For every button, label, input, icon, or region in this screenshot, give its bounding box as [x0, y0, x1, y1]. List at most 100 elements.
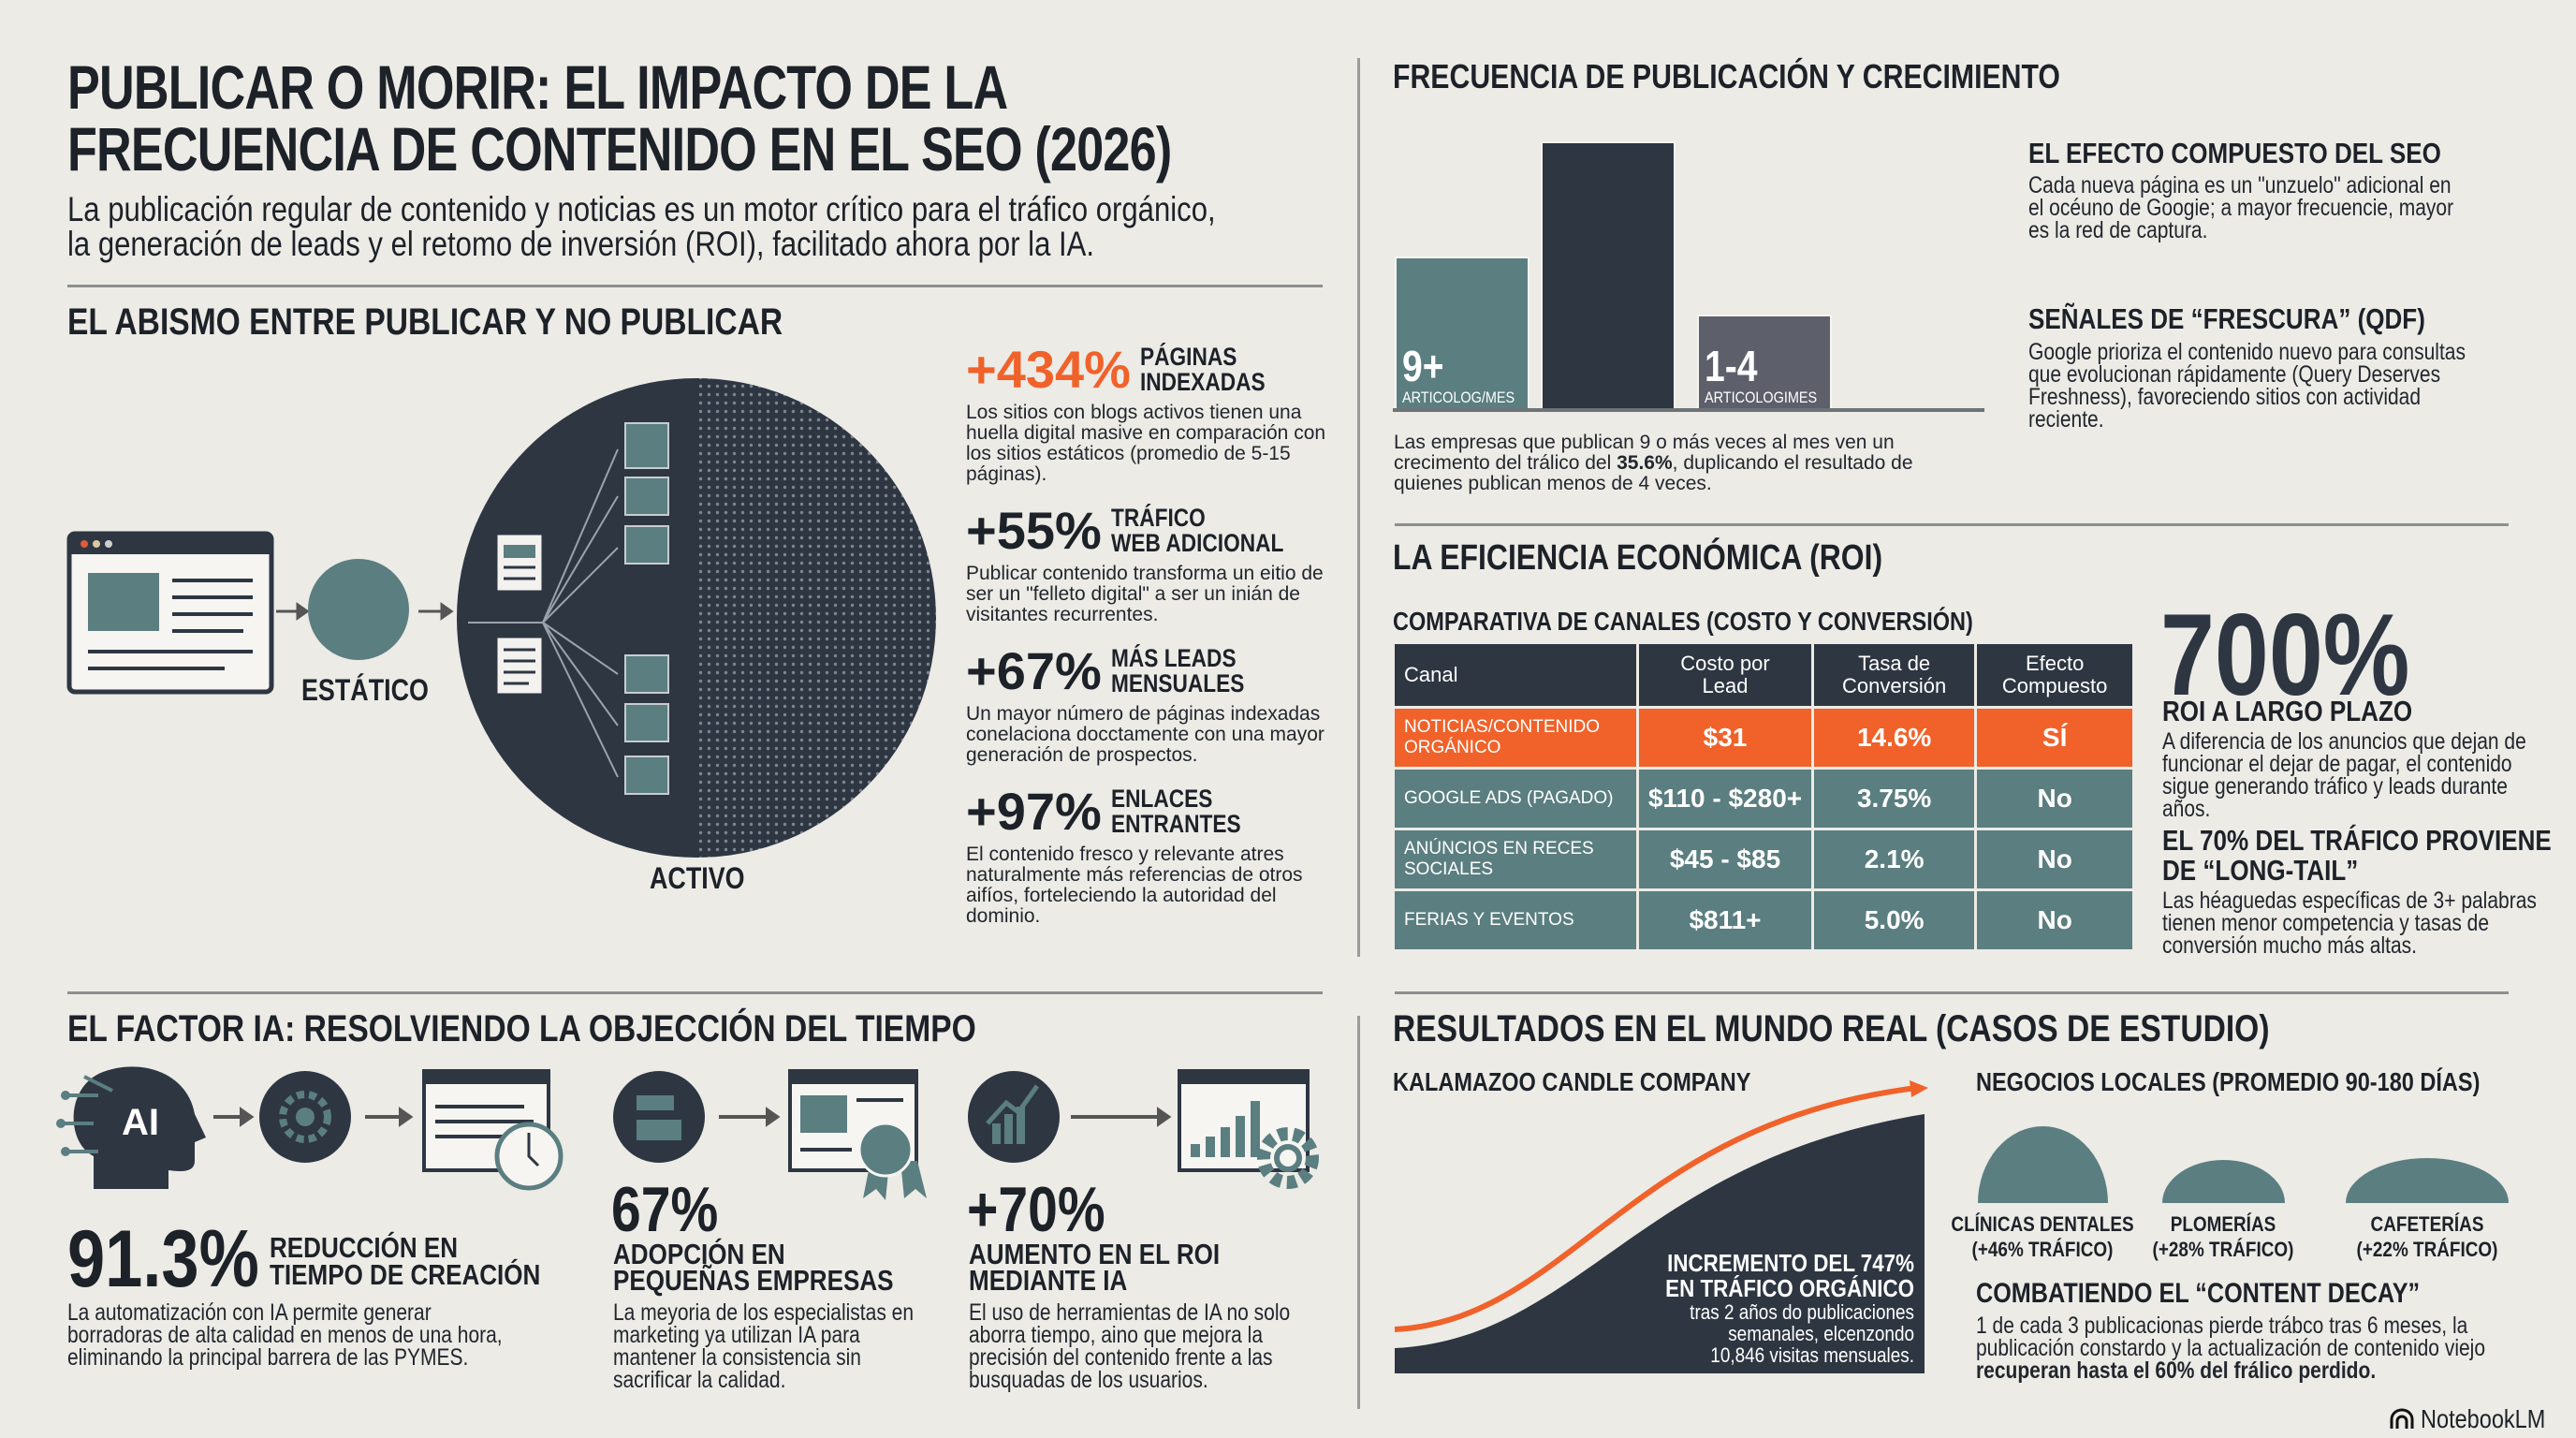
page-title-line1: PUBLICAR O MORIR: EL IMPACTO DE LA — [67, 52, 1008, 122]
arrow-icon — [719, 1107, 781, 1127]
clock-icon — [494, 1122, 564, 1191]
static-browser-icon — [66, 531, 274, 695]
table-cell: FERIAS Y EVENTOS — [1395, 891, 1636, 949]
table-header-row: Canal Costo por Lead Tasa de Conversión … — [1395, 644, 2132, 706]
traffic-dome — [2346, 1158, 2509, 1203]
brand-name: NotebookLM — [2421, 1404, 2546, 1433]
stat-value: +70% — [967, 1174, 1105, 1245]
frequency-bar: 9+ ARTICOLOG/MES — [1395, 257, 1530, 408]
section-heading-casos: RESULTADOS EN EL MUNDO REAL (CASOS DE ES… — [1393, 1008, 2270, 1049]
growth-arrow — [1394, 1085, 1918, 1332]
bar-sublabel: ARTICOLOG/MES — [1402, 389, 1515, 406]
stat-value: +67% — [966, 641, 1102, 700]
abismo-stat: +97% ENLACES ENTRANTES El contenido fresc… — [966, 785, 1340, 927]
section-heading-ia: EL FACTOR IA: RESOLVIENDO LA OBJECCIÓN D… — [67, 1008, 976, 1049]
stat-value: +55% — [966, 501, 1102, 560]
notebooklm-logo-icon — [2390, 1408, 2414, 1429]
frequency-bar-chart: 9+ ARTICOLOG/MES 1-4 ARTICOLOGIMES — [1393, 140, 1984, 412]
stat-text: La automatización con IA permite generar… — [67, 1299, 503, 1371]
subtitle-line1: La publicación regular de contenido y no… — [67, 190, 1216, 228]
roi-big-label: ROI A LARGO PLAZO — [2162, 695, 2413, 727]
decay-title: COMBATIENDO EL “CONTENT DECAY” — [1976, 1278, 2421, 1309]
table-row: NOTICIAS/CONTENIDO ORGÁNICO $31 14.6% SÍ — [1395, 709, 2132, 767]
case-title: KALAMAZOO CANDLE COMPANY — [1393, 1067, 1751, 1096]
business-name: CLÍNICAS DENTALES — [1951, 1212, 2134, 1236]
kalamazoo-growth-chart — [1394, 1080, 1928, 1373]
divider — [1357, 58, 1360, 957]
table-cell: 2.1% — [1814, 830, 1975, 888]
table-cell: No — [1977, 830, 2132, 888]
local-business-item: PLOMERÍAS (+28% TRÁFICO) — [2111, 1211, 2335, 1262]
column-header: Costo por Lead — [1639, 644, 1811, 706]
table-cell: NOTICIAS/CONTENIDO ORGÁNICO — [1395, 709, 1636, 767]
document-icon — [494, 635, 545, 697]
frequency-bar — [1541, 141, 1676, 408]
table-cell: ANÚNCIOS EN RECES SOCIALES — [1395, 830, 1636, 888]
stat-label: TRÁFICO — [1110, 504, 1206, 532]
table-cell: GOOGLE ADS (PAGADO) — [1395, 770, 1636, 828]
abismo-stats: +434% PÁGINAS INDEXADAS Los sitios con bl… — [966, 343, 1340, 927]
result-text: semanales, elcenzondo — [1728, 1322, 1914, 1345]
business-value: (+22% TRÁFICO) — [2356, 1238, 2498, 1261]
note-text: Google prioriza el contenido nuevo para … — [2028, 339, 2466, 433]
divider — [1357, 1016, 1360, 1409]
divider — [67, 285, 1323, 287]
business-name: PLOMERÍAS — [2170, 1212, 2276, 1236]
stat-text: Publicar contenido transforma un eitio d… — [966, 563, 1324, 625]
caption-highlight: 35.6% — [1617, 452, 1673, 474]
stat-text: El contenido fresco y relevante atres na… — [966, 844, 1303, 927]
bar-label: 9+ — [1402, 342, 1444, 390]
stat-value: +97% — [966, 782, 1102, 841]
column-header: Efecto Compuesto — [1977, 644, 2132, 706]
result-text: tras 2 años do publicaciones — [1690, 1300, 1914, 1324]
static-site-circle — [308, 559, 409, 660]
note-title: SEÑALES DE “FRESCURA” (QDF) — [2028, 302, 2425, 335]
stat-value: +434% — [966, 340, 1131, 399]
arrowhead-icon — [1910, 1080, 1928, 1097]
stat-label: AUMENTO EN EL ROI — [969, 1238, 1221, 1270]
frequency-caption: Las empresas que publican 9 o más veces … — [1394, 433, 1955, 494]
table-cell: No — [1977, 891, 2132, 949]
channel-comparison-table: Canal Costo por Lead Tasa de Conversión … — [1392, 641, 2135, 952]
stat-text: La meyoria de los especialistas en marke… — [613, 1299, 915, 1393]
frequency-bar: 1-4 ARTICOLOGIMES — [1697, 315, 1832, 408]
ai-badge: AI — [122, 1102, 159, 1143]
growth-area — [1395, 1114, 1925, 1373]
abismo-stat: +55% TRÁFICO WEB ADICIONAL Publicar conte… — [966, 504, 1340, 625]
stat-label: TIEMPO DE CREACIÓN — [270, 1258, 541, 1291]
caption-text: Las empresas que publican 9 o más veces … — [1394, 432, 1895, 474]
column-header: Canal — [1395, 644, 1636, 706]
stat-label: ENTRANTES — [1110, 810, 1241, 838]
notebooklm-brand: NotebookLM — [2389, 1404, 2569, 1434]
roi-big-value: 700% — [2160, 591, 2410, 720]
document-icon — [494, 532, 545, 594]
decay-text: 1 de cada 3 publicacionas pierde trábco … — [1976, 1314, 2510, 1384]
decay-highlight: recuperan hasta el 60% del frálico perdi… — [1976, 1357, 2377, 1384]
longtail-text: Las héaguedas específicas de 3+ palabras… — [2162, 888, 2537, 959]
active-label: ACTIVO — [650, 861, 745, 895]
bar-label: 1-4 — [1705, 342, 1758, 390]
stat-label: MÁS LEADS — [1110, 644, 1237, 672]
arrow-icon — [1071, 1107, 1172, 1127]
stat-text: El uso de herramientas de IA no solo abo… — [969, 1299, 1291, 1393]
note-title: EL EFECTO COMPUESTO DEL SEO — [2028, 137, 2441, 169]
stat-value: 91.3% — [67, 1214, 259, 1304]
abismo-stat: +67% MÁS LEADS MENSUALES Un mayor número … — [966, 644, 1340, 766]
stat-label: PÁGINAS — [1139, 343, 1237, 371]
table-row: ANÚNCIOS EN RECES SOCIALES $45 - $85 2.1% N… — [1395, 830, 2132, 888]
bar-sublabel: ARTICOLOGIMES — [1705, 389, 1818, 406]
table-row: GOOGLE ADS (PAGADO) $110 - $280+ 3.75% No — [1395, 770, 2132, 828]
table-cell: 5.0% — [1814, 891, 1975, 949]
table-cell: 14.6% — [1814, 709, 1975, 767]
section-heading-frecuencia: FRECUENCIA DE PUBLICACIÓN Y CRECIMIENTO — [1393, 57, 2060, 95]
stat-label: MEDIANTE IA — [969, 1264, 1128, 1297]
stat-label: WEB ADICIONAL — [1110, 529, 1284, 557]
result-text: 10,846 visitas mensuales. — [1710, 1343, 1914, 1367]
growth-chart-icon — [968, 1071, 1060, 1163]
stat-text: Un mayor número de páginas indexadas con… — [966, 703, 1325, 766]
table-cell: $45 - $85 — [1639, 830, 1811, 888]
column-header: Tasa de Conversión — [1814, 644, 1975, 706]
traffic-dome — [1978, 1126, 2108, 1203]
stat-label: PEQUEÑAS EMPRESAS — [613, 1264, 894, 1297]
table-cell: No — [1977, 770, 2132, 828]
